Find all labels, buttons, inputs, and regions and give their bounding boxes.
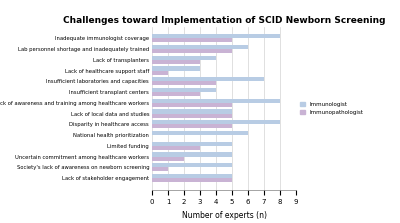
X-axis label: Number of experts (n): Number of experts (n) (182, 211, 266, 220)
Title: Challenges toward Implementation of SCID Newborn Screening: Challenges toward Implementation of SCID… (63, 16, 385, 25)
Bar (152, 38, 232, 42)
Bar (152, 178, 232, 182)
Bar (152, 99, 280, 103)
Bar (152, 174, 232, 178)
Bar (152, 81, 216, 85)
Bar (152, 163, 232, 167)
Bar (152, 124, 232, 128)
Bar (152, 70, 168, 75)
Bar (152, 34, 280, 38)
Bar (152, 153, 232, 157)
Legend: Immunologist, Immunopathologist: Immunologist, Immunopathologist (300, 102, 363, 115)
Bar (152, 157, 184, 161)
Bar (152, 120, 280, 124)
Bar (152, 92, 200, 96)
Bar (152, 49, 232, 53)
Bar (152, 60, 200, 64)
Bar (152, 66, 200, 70)
Bar (152, 88, 216, 92)
Bar (152, 45, 248, 49)
Bar (152, 103, 232, 107)
Bar (152, 142, 232, 146)
Bar (152, 77, 264, 81)
Bar (152, 109, 232, 114)
Bar (152, 114, 232, 118)
Bar (152, 131, 248, 135)
Bar (152, 146, 200, 150)
Bar (152, 56, 216, 60)
Bar (152, 167, 168, 171)
